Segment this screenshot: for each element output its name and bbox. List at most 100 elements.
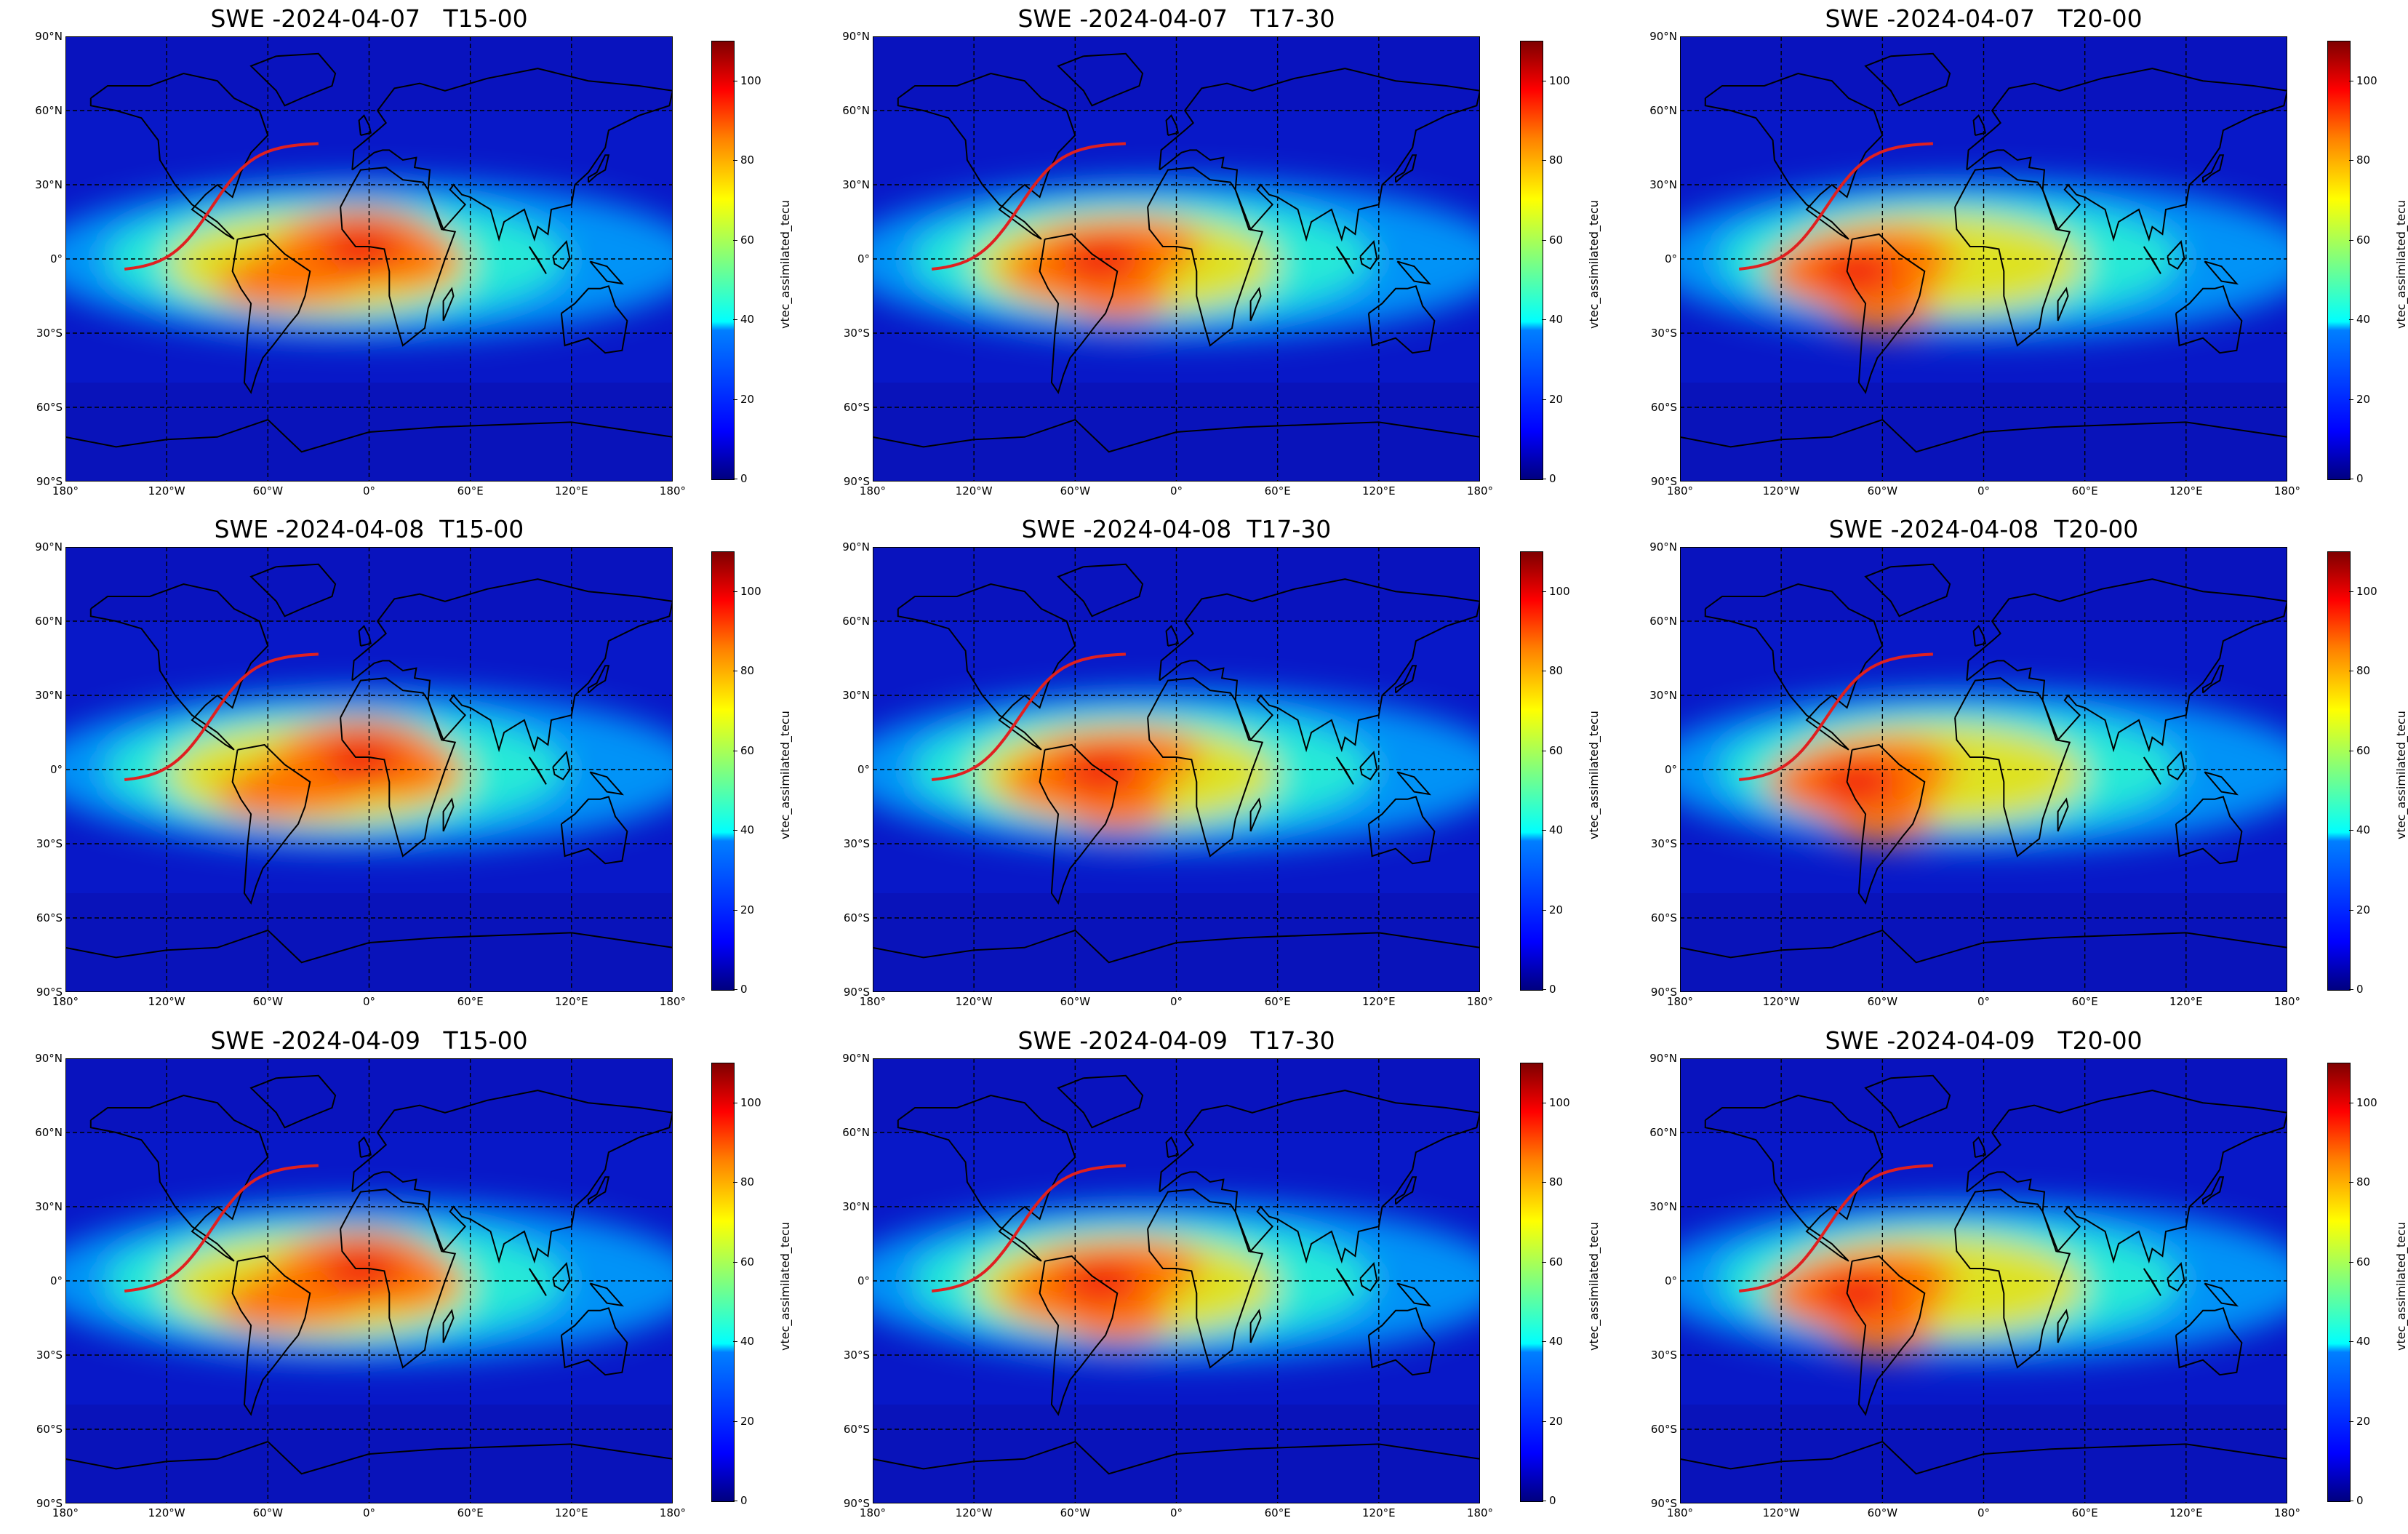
colorbar-tick bbox=[1542, 1261, 1546, 1263]
coastline bbox=[552, 1262, 571, 1292]
lon-tick-label: 60°W bbox=[1867, 1506, 1898, 1519]
coastline bbox=[1395, 154, 1417, 183]
colorbar-tick-label: 0 bbox=[1549, 1494, 1556, 1507]
lat-tick-label: 90°N bbox=[842, 540, 870, 554]
lat-tick-label: 90°S bbox=[36, 1497, 63, 1510]
coastline bbox=[873, 418, 1480, 453]
coastline bbox=[1335, 1268, 1354, 1296]
lon-tick-label: 120°W bbox=[1762, 995, 1800, 1008]
lon-tick-label: 60°E bbox=[457, 1506, 484, 1519]
lat-tick-label: 30°N bbox=[35, 1200, 63, 1213]
colorbar-tick bbox=[1542, 1341, 1546, 1343]
lon-tick-label: 60°W bbox=[1060, 1506, 1091, 1519]
lon-tick-label: 60°E bbox=[1264, 484, 1291, 498]
lat-tick-label: 60°N bbox=[1649, 1126, 1677, 1139]
colorbar-tick bbox=[1542, 830, 1546, 831]
coastline bbox=[1039, 1255, 1119, 1416]
colorbar-tick-label: 80 bbox=[740, 664, 755, 678]
lon-tick-label: 120°E bbox=[2169, 484, 2203, 498]
coastline bbox=[1395, 665, 1417, 694]
colorbar-tick-label: 100 bbox=[2356, 1095, 2377, 1109]
lon-tick-label: 120°W bbox=[955, 1506, 993, 1519]
colorbar-tick-label: 0 bbox=[2356, 983, 2364, 996]
lon-tick-label: 120°E bbox=[1362, 995, 1396, 1008]
panel-title: SWE -2024-04-08 T17-30 bbox=[1021, 515, 1332, 543]
colorbar-tick bbox=[2349, 1421, 2353, 1422]
lon-tick-label: 0° bbox=[362, 995, 376, 1008]
lat-tick-label: 90°N bbox=[1649, 1052, 1677, 1065]
lat-tick-label: 30°N bbox=[35, 689, 63, 702]
lon-tick-label: 60°E bbox=[2071, 484, 2098, 498]
coastline bbox=[873, 1440, 1480, 1475]
coastline bbox=[589, 771, 624, 796]
coastline bbox=[1249, 797, 1262, 832]
lat-tick-label: 0° bbox=[49, 763, 63, 776]
lon-tick-label: 180° bbox=[659, 484, 687, 498]
lon-tick-label: 0° bbox=[362, 484, 376, 498]
coastline bbox=[1147, 167, 1264, 347]
vtec-map bbox=[65, 36, 673, 482]
colorbar-tick bbox=[733, 830, 737, 831]
colorbar-label: vtec_assimilated_tecu bbox=[1587, 1222, 1601, 1351]
lat-tick-label: 30°S bbox=[36, 1349, 63, 1362]
coastline bbox=[588, 665, 610, 694]
lon-tick-label: 60°W bbox=[1060, 995, 1091, 1008]
lon-tick-label: 180° bbox=[859, 484, 887, 498]
lon-tick-label: 60°E bbox=[2071, 1506, 2098, 1519]
coastline bbox=[1846, 1255, 1926, 1416]
colorbar-tick-label: 100 bbox=[740, 1095, 761, 1109]
coastline bbox=[1954, 1189, 2071, 1369]
colorbar-tick-label: 100 bbox=[1549, 73, 1570, 87]
colorbar-tick-label: 40 bbox=[2356, 1335, 2371, 1349]
coastline bbox=[442, 797, 455, 832]
coastline bbox=[340, 1189, 457, 1369]
colorbar-tick-label: 80 bbox=[1549, 153, 1564, 167]
colorbar bbox=[2327, 1063, 2351, 1502]
coastline bbox=[1966, 68, 2287, 242]
lat-tick-label: 30°S bbox=[1650, 1349, 1677, 1362]
lat-tick-label: 90°N bbox=[35, 30, 63, 43]
colorbar-tick-label: 100 bbox=[740, 73, 761, 87]
satellite-track bbox=[931, 142, 1127, 271]
coastline bbox=[560, 796, 628, 865]
lon-tick-label: 120°W bbox=[148, 484, 185, 498]
lat-tick-label: 30°S bbox=[36, 327, 63, 340]
coastline bbox=[2175, 796, 2243, 865]
lon-tick-label: 180° bbox=[1466, 995, 1494, 1008]
colorbar-label: vtec_assimilated_tecu bbox=[778, 1222, 792, 1351]
lat-tick-label: 60°N bbox=[842, 615, 870, 628]
lat-tick-label: 30°S bbox=[843, 327, 870, 340]
coastline bbox=[560, 1307, 628, 1376]
lat-tick-label: 0° bbox=[1664, 1274, 1677, 1287]
coastline bbox=[1966, 578, 2287, 753]
lon-tick-label: 60°E bbox=[1264, 995, 1291, 1008]
colorbar-tick bbox=[2349, 239, 2353, 241]
colorbar-tick-label: 0 bbox=[740, 472, 748, 485]
coastline bbox=[1396, 1282, 1431, 1307]
colorbar-tick-label: 0 bbox=[740, 983, 748, 996]
coastline bbox=[1147, 1189, 1264, 1369]
lon-tick-label: 60°W bbox=[252, 484, 284, 498]
colorbar-tick bbox=[2349, 591, 2353, 592]
lat-tick-label: 90°S bbox=[843, 1497, 870, 1510]
coastline bbox=[1147, 677, 1264, 858]
coastline bbox=[1954, 677, 2071, 858]
colorbar-tick bbox=[2349, 160, 2353, 161]
colorbar-tick-label: 60 bbox=[2356, 743, 2371, 757]
coastline bbox=[1367, 1307, 1436, 1376]
coastline bbox=[1966, 1090, 2287, 1264]
colorbar bbox=[2327, 551, 2351, 991]
lat-tick-label: 90°N bbox=[35, 1052, 63, 1065]
lat-tick-label: 90°N bbox=[842, 30, 870, 43]
lon-tick-label: 60°E bbox=[1264, 1506, 1291, 1519]
coastline bbox=[351, 578, 673, 753]
colorbar-tick bbox=[733, 591, 737, 592]
colorbar-tick-label: 60 bbox=[740, 743, 755, 757]
colorbar-tick-label: 20 bbox=[740, 903, 755, 916]
satellite-track bbox=[931, 652, 1127, 781]
colorbar-tick-label: 80 bbox=[2356, 664, 2371, 678]
lat-tick-label: 60°N bbox=[35, 1126, 63, 1139]
lat-tick-label: 60°N bbox=[35, 615, 63, 628]
lat-tick-label: 60°S bbox=[1650, 401, 1677, 414]
lat-tick-label: 90°S bbox=[1650, 986, 1677, 999]
